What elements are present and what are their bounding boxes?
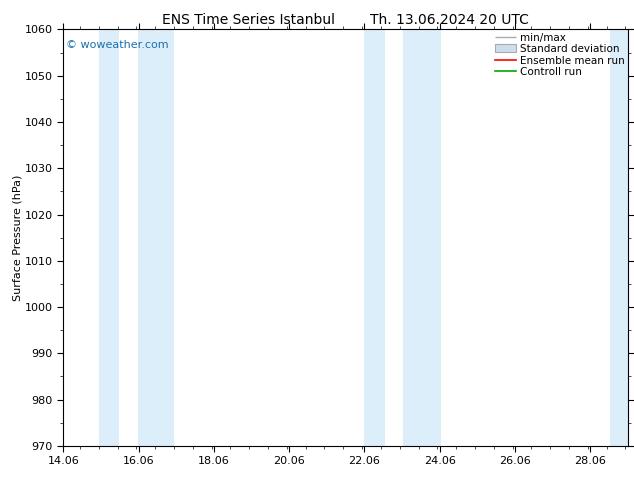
Y-axis label: Surface Pressure (hPa): Surface Pressure (hPa) (12, 174, 22, 301)
Text: © woweather.com: © woweather.com (66, 40, 169, 50)
Bar (611, 29, 634, 446)
Title: ENS Time Series Istanbul        Th. 13.06.2024 20 UTC: ENS Time Series Istanbul Th. 13.06.2024 … (162, 13, 529, 27)
Bar (365, 29, 385, 446)
Bar (403, 29, 441, 446)
Bar (99, 29, 119, 446)
Legend: min/max, Standard deviation, Ensemble mean run, Controll run: min/max, Standard deviation, Ensemble me… (493, 30, 626, 79)
Bar (138, 29, 174, 446)
